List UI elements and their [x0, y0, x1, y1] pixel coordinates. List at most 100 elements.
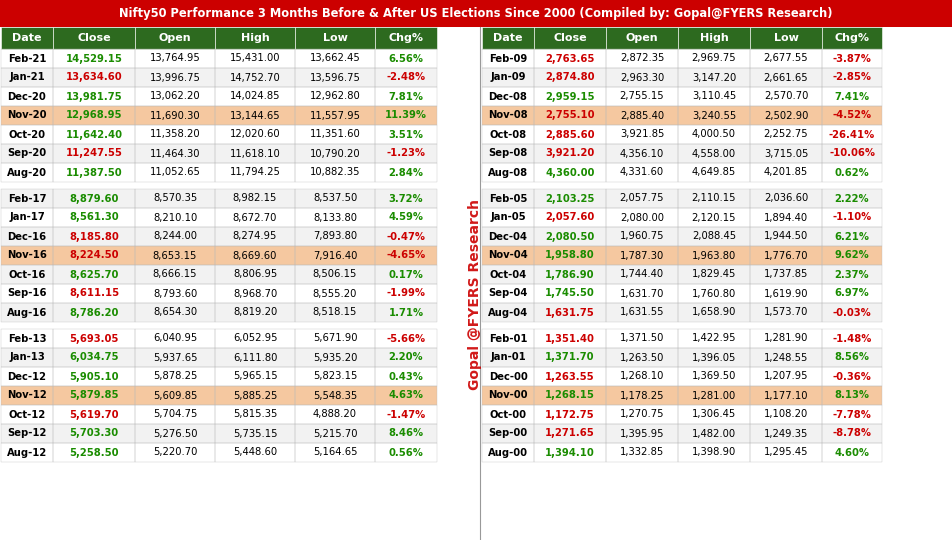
- Text: 11,557.95: 11,557.95: [309, 111, 361, 120]
- Bar: [534, 265, 606, 284]
- Text: 2,120.15: 2,120.15: [692, 213, 736, 222]
- Bar: [482, 208, 882, 227]
- Bar: [750, 208, 822, 227]
- Text: Sep-04: Sep-04: [488, 288, 527, 299]
- Bar: [678, 27, 750, 49]
- Text: 4.63%: 4.63%: [388, 390, 424, 401]
- Bar: [295, 386, 375, 405]
- Bar: [534, 68, 606, 87]
- Text: -1.48%: -1.48%: [832, 334, 872, 343]
- Bar: [482, 405, 882, 424]
- Text: 8,518.15: 8,518.15: [313, 307, 357, 318]
- Text: 7,893.80: 7,893.80: [313, 232, 357, 241]
- Text: Nov-16: Nov-16: [7, 251, 47, 260]
- Bar: [295, 443, 375, 462]
- Text: 2,057.75: 2,057.75: [620, 193, 664, 204]
- Bar: [53, 424, 135, 443]
- Text: 8,570.35: 8,570.35: [153, 193, 197, 204]
- Text: 6.97%: 6.97%: [835, 288, 869, 299]
- Bar: [482, 424, 882, 443]
- Text: Dec-20: Dec-20: [8, 91, 47, 102]
- Bar: [215, 405, 295, 424]
- Text: Low: Low: [323, 33, 347, 43]
- Text: 8,611.15: 8,611.15: [69, 288, 119, 299]
- Text: 5,879.85: 5,879.85: [69, 390, 119, 401]
- Bar: [750, 144, 822, 163]
- Bar: [135, 68, 215, 87]
- Bar: [678, 348, 750, 367]
- Bar: [295, 144, 375, 163]
- Text: 1,371.50: 1,371.50: [620, 334, 664, 343]
- Bar: [53, 87, 135, 106]
- Bar: [822, 303, 882, 322]
- Text: Date: Date: [12, 33, 42, 43]
- Bar: [750, 87, 822, 106]
- Bar: [606, 49, 678, 68]
- Bar: [822, 189, 882, 208]
- Text: 12,962.80: 12,962.80: [309, 91, 361, 102]
- Bar: [1, 189, 437, 208]
- Bar: [53, 27, 135, 49]
- Text: 1,178.25: 1,178.25: [620, 390, 664, 401]
- Bar: [0, 0, 952, 27]
- Bar: [678, 68, 750, 87]
- Bar: [822, 227, 882, 246]
- Bar: [750, 27, 822, 49]
- Text: 1,207.95: 1,207.95: [764, 372, 808, 381]
- Bar: [750, 386, 822, 405]
- Bar: [534, 405, 606, 424]
- Bar: [482, 329, 534, 348]
- Bar: [215, 386, 295, 405]
- Text: 8,669.60: 8,669.60: [233, 251, 277, 260]
- Bar: [1, 227, 53, 246]
- Bar: [750, 348, 822, 367]
- Text: 1,422.95: 1,422.95: [692, 334, 736, 343]
- Bar: [534, 227, 606, 246]
- Text: 5,703.30: 5,703.30: [69, 429, 119, 438]
- Bar: [822, 348, 882, 367]
- Text: 1,658.90: 1,658.90: [692, 307, 736, 318]
- Text: Feb-05: Feb-05: [488, 193, 527, 204]
- Bar: [1, 106, 53, 125]
- Text: 3,147.20: 3,147.20: [692, 72, 736, 83]
- Bar: [53, 443, 135, 462]
- Text: -0.36%: -0.36%: [833, 372, 871, 381]
- Bar: [750, 68, 822, 87]
- Text: 2.84%: 2.84%: [388, 167, 424, 178]
- Bar: [822, 106, 882, 125]
- Text: 13,144.65: 13,144.65: [229, 111, 280, 120]
- Bar: [482, 208, 534, 227]
- Text: 4,649.85: 4,649.85: [692, 167, 736, 178]
- Bar: [53, 106, 135, 125]
- Text: Feb-17: Feb-17: [8, 193, 47, 204]
- Bar: [295, 329, 375, 348]
- Bar: [135, 163, 215, 182]
- Bar: [53, 68, 135, 87]
- Text: 3,715.05: 3,715.05: [764, 148, 808, 159]
- Bar: [482, 163, 534, 182]
- Bar: [822, 265, 882, 284]
- Bar: [53, 386, 135, 405]
- Bar: [295, 27, 375, 49]
- Bar: [1, 386, 437, 405]
- Text: 12,020.60: 12,020.60: [229, 130, 280, 139]
- Text: 5,735.15: 5,735.15: [232, 429, 277, 438]
- Bar: [534, 348, 606, 367]
- Bar: [750, 405, 822, 424]
- Bar: [482, 68, 882, 87]
- Bar: [215, 424, 295, 443]
- Bar: [1, 49, 53, 68]
- Bar: [375, 227, 437, 246]
- Bar: [1, 303, 437, 322]
- Bar: [606, 367, 678, 386]
- Bar: [750, 329, 822, 348]
- Text: -1.99%: -1.99%: [387, 288, 426, 299]
- Text: -8.78%: -8.78%: [832, 429, 871, 438]
- Text: 8,537.50: 8,537.50: [313, 193, 357, 204]
- Text: 2,110.15: 2,110.15: [692, 193, 736, 204]
- Text: 3,921.20: 3,921.20: [545, 148, 595, 159]
- Bar: [1, 227, 437, 246]
- Bar: [53, 163, 135, 182]
- Text: Nov-04: Nov-04: [488, 251, 527, 260]
- Bar: [295, 87, 375, 106]
